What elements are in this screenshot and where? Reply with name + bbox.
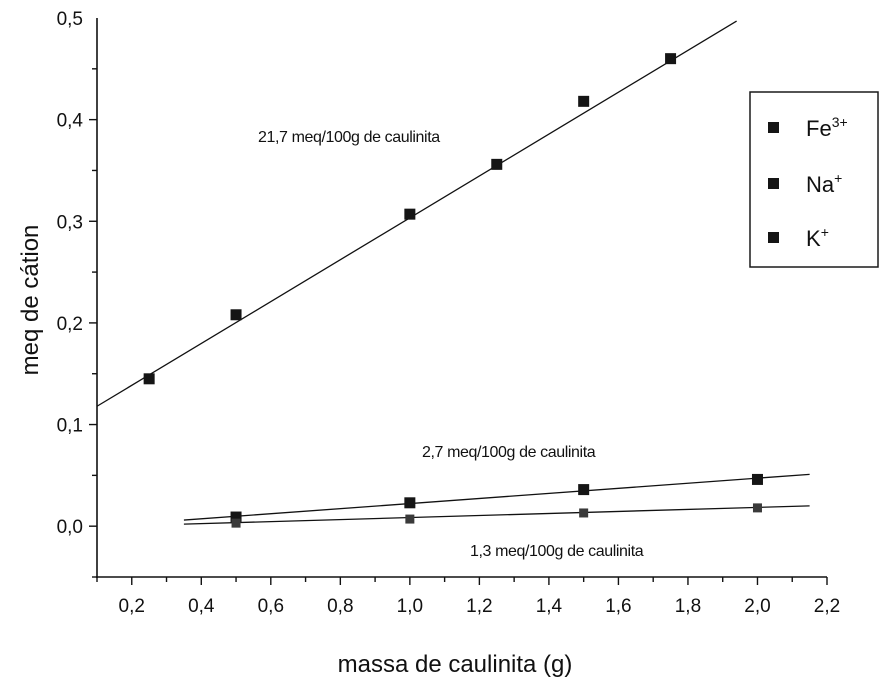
- y-tick-label: 0,2: [57, 314, 83, 335]
- point-na: [230, 511, 242, 523]
- x-tick-label: 1,6: [605, 596, 631, 617]
- point-fe: [491, 158, 503, 170]
- annotation-na: 2,7 meq/100g de caulinita: [422, 444, 596, 461]
- fit-line-fe: [96, 20, 737, 407]
- y-tick-label: 0,0: [57, 517, 83, 538]
- x-tick-label: 0,2: [119, 596, 145, 617]
- point-na: [404, 497, 416, 509]
- x-tick-label: 2,0: [744, 596, 770, 617]
- legend-marker-k: [768, 232, 779, 243]
- legend-marker-na: [768, 178, 779, 189]
- point-fe: [230, 309, 242, 321]
- y-tick-label: 0,3: [57, 212, 83, 233]
- point-k: [231, 518, 241, 528]
- x-tick-label: 1,2: [466, 596, 492, 617]
- point-fe: [665, 53, 677, 65]
- x-tick-label: 1,0: [397, 596, 423, 617]
- x-tick-label: 2,2: [814, 596, 840, 617]
- x-axis-title: massa de caulinita (g): [338, 651, 573, 678]
- y-axis-title: meq de cátion: [17, 225, 44, 376]
- point-na: [578, 484, 590, 496]
- y-tick-label: 0,1: [57, 416, 83, 437]
- legend-marker-fe: [768, 122, 779, 133]
- point-na: [751, 473, 763, 485]
- y-tick-label: 0,5: [57, 9, 83, 30]
- point-k: [579, 508, 589, 518]
- axes: [96, 18, 827, 578]
- point-fe: [578, 95, 590, 107]
- fit-lines: [96, 20, 810, 525]
- x-axis-ticks: 0,2 0,4 0,6 0,8 1,0 1,2 1,4 1,6 1,8 2,0 2,2: [96, 577, 840, 617]
- legend-label-k: K+: [806, 224, 829, 251]
- y-axis-ticks: 0,0 0,1 0,2 0,3 0,4 0,5: [57, 9, 97, 578]
- point-fe: [143, 373, 155, 385]
- fit-line-na: [183, 473, 810, 521]
- point-k: [405, 514, 415, 524]
- legend: Fe3+ Na+ K+: [749, 91, 879, 268]
- data-points: [143, 53, 763, 528]
- fit-line-k: [183, 505, 810, 525]
- point-k: [752, 503, 762, 513]
- legend-items: Fe3+ Na+ K+: [768, 114, 848, 251]
- x-tick-label: 0,8: [327, 596, 353, 617]
- annotation-fe: 21,7 meq/100g de caulinita: [258, 129, 440, 146]
- annotation-k: 1,3 meq/100g de caulinita: [470, 543, 644, 560]
- y-tick-label: 0,4: [57, 111, 84, 132]
- legend-label-fe: Fe3+: [806, 114, 848, 141]
- x-tick-label: 0,6: [258, 596, 284, 617]
- x-tick-label: 0,4: [188, 596, 215, 617]
- x-tick-label: 1,8: [675, 596, 701, 617]
- point-fe: [404, 208, 416, 220]
- legend-label-na: Na+: [806, 170, 842, 197]
- x-tick-label: 1,4: [536, 596, 563, 617]
